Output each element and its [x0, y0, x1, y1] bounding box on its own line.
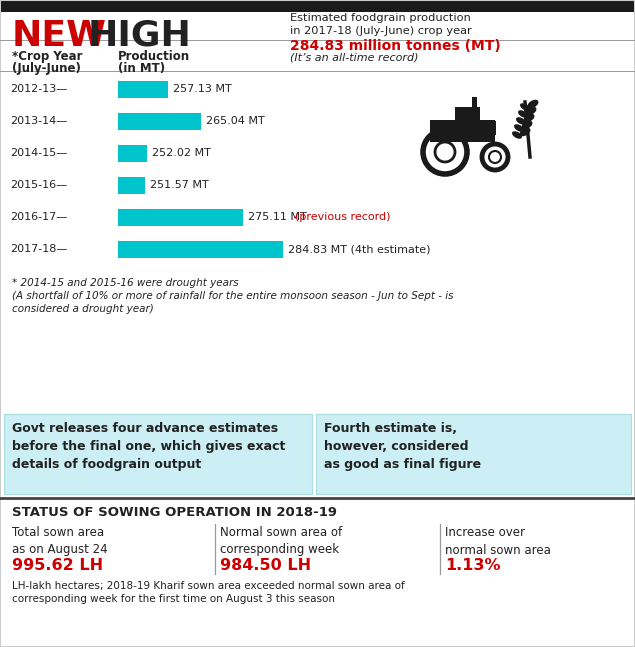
Ellipse shape — [520, 104, 530, 111]
Text: Increase over
normal sown area: Increase over normal sown area — [445, 526, 551, 556]
Text: 251.57 MT: 251.57 MT — [150, 181, 209, 190]
Bar — [316, 414, 631, 494]
Bar — [118, 145, 147, 162]
Text: * 2014-15 and 2015-16 were drought years: * 2014-15 and 2015-16 were drought years — [12, 278, 239, 288]
Ellipse shape — [518, 110, 528, 118]
Bar — [118, 209, 243, 226]
Bar — [118, 81, 168, 98]
Ellipse shape — [523, 114, 535, 122]
Text: 265.04 MT: 265.04 MT — [206, 116, 265, 127]
Text: 2016-17—: 2016-17— — [10, 212, 67, 223]
FancyBboxPatch shape — [472, 97, 477, 109]
Ellipse shape — [516, 117, 526, 125]
Text: 2014-15—: 2014-15— — [10, 149, 67, 159]
Text: 257.13 MT: 257.13 MT — [173, 85, 232, 94]
Text: 2017-18—: 2017-18— — [10, 245, 67, 254]
Ellipse shape — [514, 124, 524, 132]
Text: 284.83 million tonnes (MT): 284.83 million tonnes (MT) — [290, 39, 501, 53]
Text: HIGH: HIGH — [88, 19, 192, 53]
Bar — [118, 113, 201, 130]
Text: in 2017-18 (July-June) crop year: in 2017-18 (July-June) crop year — [290, 26, 472, 36]
Ellipse shape — [519, 127, 530, 137]
Text: 2012-13—: 2012-13— — [10, 85, 67, 94]
Bar — [4, 414, 312, 494]
Text: (A shortfall of 10% or more of rainfall for the entire monsoon season - Jun to S: (A shortfall of 10% or more of rainfall … — [12, 291, 453, 314]
Text: 984.50 LH: 984.50 LH — [220, 558, 311, 573]
Text: LH-lakh hectares; 2018-19 Kharif sown area exceeded normal sown area of
correspo: LH-lakh hectares; 2018-19 Kharif sown ar… — [12, 581, 404, 604]
Text: NEW: NEW — [12, 19, 107, 53]
Text: Normal sown area of
corresponding week: Normal sown area of corresponding week — [220, 526, 342, 556]
Text: *Crop Year: *Crop Year — [12, 50, 83, 63]
Ellipse shape — [528, 100, 538, 108]
Text: Govt releases four advance estimates
before the final one, which gives exact
det: Govt releases four advance estimates bef… — [12, 422, 285, 471]
Text: 284.83 MT (4th estimate): 284.83 MT (4th estimate) — [288, 245, 431, 254]
Text: Estimated foodgrain production: Estimated foodgrain production — [290, 13, 471, 23]
Ellipse shape — [521, 121, 533, 129]
Text: STATUS OF SOWING OPERATION IN 2018-19: STATUS OF SOWING OPERATION IN 2018-19 — [12, 506, 337, 519]
Text: 2013-14—: 2013-14— — [10, 116, 67, 127]
Ellipse shape — [526, 107, 537, 115]
Bar — [118, 241, 283, 258]
Text: (It’s an all-time record): (It’s an all-time record) — [290, 53, 418, 63]
Text: ▬▬▬: ▬▬▬ — [439, 97, 502, 117]
FancyBboxPatch shape — [430, 120, 495, 142]
Text: Production: Production — [118, 50, 190, 63]
Text: Total sown area
as on August 24: Total sown area as on August 24 — [12, 526, 107, 556]
FancyBboxPatch shape — [455, 107, 480, 127]
Text: (previous record): (previous record) — [295, 212, 391, 223]
Text: (July-June): (July-June) — [12, 62, 81, 75]
Text: 275.11 MT: 275.11 MT — [248, 212, 310, 223]
Bar — [118, 177, 145, 194]
Text: 995.62 LH: 995.62 LH — [12, 558, 103, 573]
Text: 252.02 MT: 252.02 MT — [152, 149, 211, 159]
FancyBboxPatch shape — [478, 121, 496, 135]
Text: (in MT): (in MT) — [118, 62, 165, 75]
Text: Fourth estimate is,
however, considered
as good as final figure: Fourth estimate is, however, considered … — [324, 422, 481, 471]
Bar — [0, 0, 635, 12]
Text: 1.13%: 1.13% — [445, 558, 500, 573]
Ellipse shape — [512, 131, 522, 139]
Text: 2015-16—: 2015-16— — [10, 181, 67, 190]
